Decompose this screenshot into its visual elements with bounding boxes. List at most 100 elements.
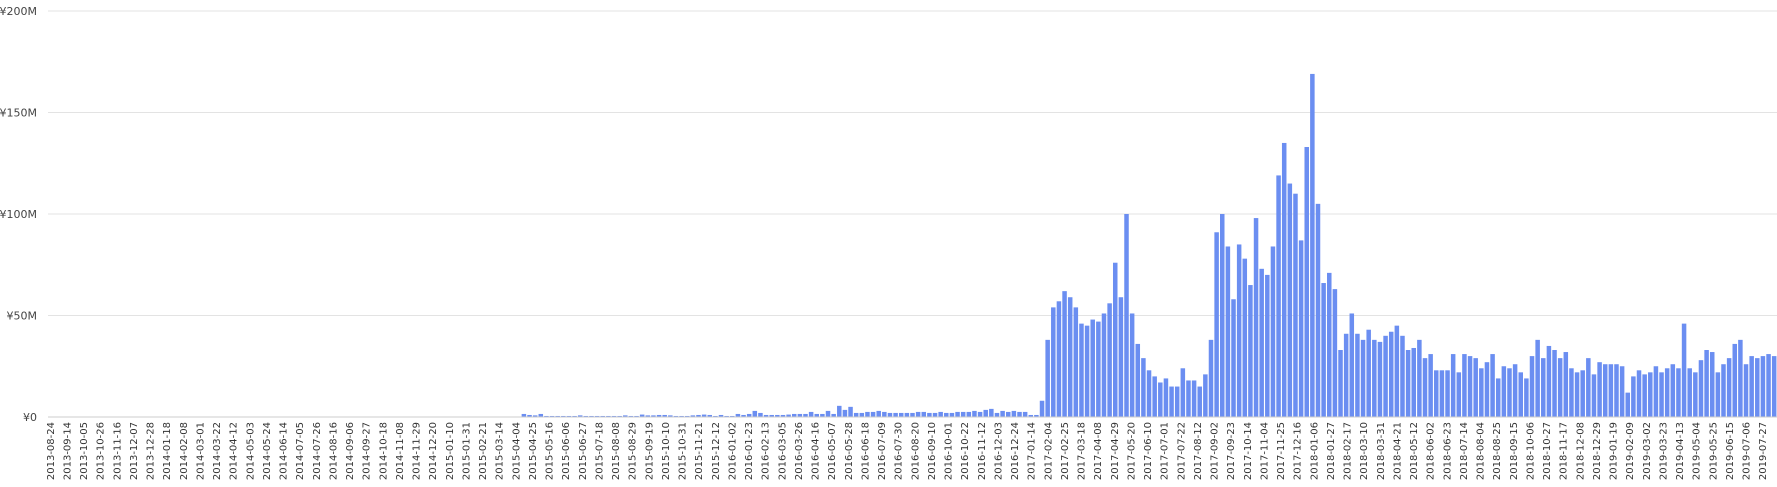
bar[interactable] <box>848 406 853 417</box>
bar[interactable] <box>1715 372 1721 417</box>
bar[interactable] <box>521 413 527 417</box>
bar[interactable] <box>696 414 701 417</box>
bar[interactable] <box>1321 283 1326 417</box>
bar[interactable] <box>837 405 842 417</box>
bar[interactable] <box>1580 370 1585 417</box>
bar[interactable] <box>1355 333 1360 417</box>
bar[interactable] <box>865 411 870 417</box>
bar[interactable] <box>1152 376 1157 417</box>
bar[interactable] <box>1203 374 1208 417</box>
bar[interactable] <box>1107 303 1112 417</box>
bar[interactable] <box>1101 313 1107 417</box>
bar[interactable] <box>611 415 617 417</box>
bar[interactable] <box>544 415 549 417</box>
bar[interactable] <box>966 411 972 417</box>
bar[interactable] <box>904 412 910 417</box>
bar[interactable] <box>1659 372 1664 417</box>
bar[interactable] <box>1738 339 1743 417</box>
bar[interactable] <box>1141 358 1146 417</box>
bar[interactable] <box>1676 368 1681 417</box>
bar[interactable] <box>1112 262 1118 417</box>
bar[interactable] <box>1129 313 1135 417</box>
bar[interactable] <box>1732 343 1738 417</box>
bar[interactable] <box>1749 356 1754 417</box>
bar[interactable] <box>600 415 605 417</box>
bar[interactable] <box>673 415 679 417</box>
bar[interactable] <box>989 408 994 417</box>
bar[interactable] <box>1400 335 1405 417</box>
bar[interactable] <box>1591 374 1597 417</box>
bar[interactable] <box>1602 364 1608 417</box>
bar[interactable] <box>1079 323 1084 417</box>
bar[interactable] <box>623 415 628 417</box>
bar[interactable] <box>662 414 667 417</box>
bar[interactable] <box>915 411 921 417</box>
bar[interactable] <box>1597 362 1602 417</box>
bar[interactable] <box>1439 370 1445 417</box>
bar[interactable] <box>1693 372 1698 417</box>
bar[interactable] <box>1507 368 1512 417</box>
bar[interactable] <box>1045 339 1050 417</box>
bar[interactable] <box>1028 414 1034 417</box>
bar[interactable] <box>1484 362 1490 417</box>
bar[interactable] <box>803 413 808 417</box>
bar[interactable] <box>1524 378 1529 417</box>
bar[interactable] <box>1766 354 1771 417</box>
bar[interactable] <box>775 414 780 417</box>
bar[interactable] <box>589 415 594 417</box>
bar[interactable] <box>949 412 955 417</box>
bar[interactable] <box>898 412 904 417</box>
bar[interactable] <box>780 414 786 417</box>
bar[interactable] <box>561 415 566 417</box>
bar[interactable] <box>684 415 690 417</box>
bar[interactable] <box>1631 376 1636 417</box>
bar[interactable] <box>583 415 589 417</box>
bar[interactable] <box>1236 244 1242 417</box>
bar[interactable] <box>1771 356 1777 417</box>
bar[interactable] <box>1501 366 1507 417</box>
bar[interactable] <box>639 414 645 417</box>
bar[interactable] <box>932 412 938 417</box>
bar[interactable] <box>532 415 538 417</box>
bar[interactable] <box>1687 368 1692 417</box>
bar[interactable] <box>527 414 532 417</box>
bar[interactable] <box>651 415 656 417</box>
bar[interactable] <box>1051 307 1056 417</box>
bar[interactable] <box>1056 301 1062 417</box>
bar[interactable] <box>1445 370 1450 417</box>
bar[interactable] <box>1135 343 1141 417</box>
bar[interactable] <box>752 410 758 417</box>
bar[interactable] <box>1670 364 1676 417</box>
bar[interactable] <box>724 415 729 417</box>
bar[interactable] <box>1760 356 1766 417</box>
bar[interactable] <box>1208 339 1214 417</box>
bar[interactable] <box>1332 289 1338 417</box>
bar[interactable] <box>1259 268 1264 417</box>
bar[interactable] <box>1535 339 1540 417</box>
bar[interactable] <box>594 415 600 417</box>
bar[interactable] <box>1479 368 1484 417</box>
bar[interactable] <box>1327 272 1332 417</box>
bar[interactable] <box>1614 364 1619 417</box>
bar[interactable] <box>668 415 673 417</box>
bar[interactable] <box>1648 372 1653 417</box>
bar[interactable] <box>808 411 814 417</box>
bar[interactable] <box>1450 354 1456 417</box>
bar[interactable] <box>944 412 949 417</box>
bar[interactable] <box>1377 341 1383 417</box>
bar[interactable] <box>1372 339 1377 417</box>
bar[interactable] <box>1276 175 1281 417</box>
bar[interactable] <box>572 415 577 417</box>
bar[interactable] <box>797 413 803 417</box>
bar[interactable] <box>758 412 763 417</box>
bar[interactable] <box>1073 307 1079 417</box>
bar[interactable] <box>1315 203 1321 417</box>
bar[interactable] <box>1563 352 1569 417</box>
bar[interactable] <box>1546 345 1552 417</box>
bar[interactable] <box>791 413 797 417</box>
bar[interactable] <box>1287 183 1293 417</box>
bar[interactable] <box>1022 411 1028 417</box>
bar[interactable] <box>628 415 634 417</box>
bar[interactable] <box>1411 347 1416 417</box>
bar[interactable] <box>1557 358 1563 417</box>
